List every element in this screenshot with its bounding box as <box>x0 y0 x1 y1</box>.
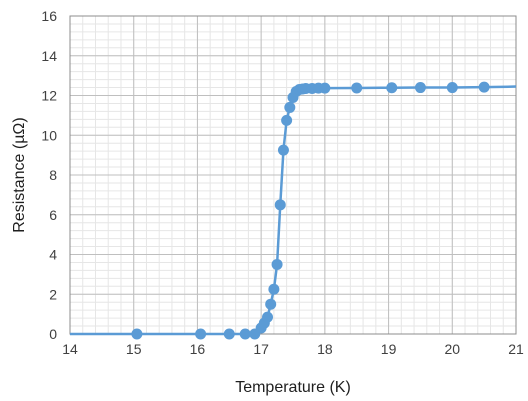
data-point <box>262 311 274 323</box>
y-tick-label: 0 <box>49 326 57 342</box>
data-point <box>131 328 143 340</box>
data-point <box>284 101 296 113</box>
y-tick-label: 2 <box>49 286 57 302</box>
series-points <box>131 81 490 340</box>
data-point <box>274 199 286 211</box>
x-tick-label: 18 <box>317 341 333 357</box>
x-tick-label: 20 <box>444 341 460 357</box>
x-tick-label: 14 <box>62 341 78 357</box>
x-tick-label: 17 <box>253 341 269 357</box>
data-point <box>281 114 293 126</box>
data-point <box>319 82 331 94</box>
data-point <box>195 328 207 340</box>
data-point <box>271 258 283 270</box>
y-tick-label: 6 <box>49 207 57 223</box>
y-axis-tick-labels: 0 2 4 6 8 10 12 14 16 <box>41 8 57 342</box>
data-point <box>414 82 426 94</box>
y-tick-label: 4 <box>49 247 57 263</box>
x-tick-label: 21 <box>508 341 524 357</box>
y-axis-title: Resistance (µΩ) <box>11 117 28 232</box>
x-tick-label: 19 <box>381 341 397 357</box>
series-line <box>70 85 517 336</box>
data-point <box>223 328 235 340</box>
data-point <box>446 82 458 94</box>
x-tick-label: 16 <box>190 341 206 357</box>
data-point <box>386 82 398 94</box>
data-point <box>277 144 289 156</box>
data-point <box>265 298 277 310</box>
y-tick-label: 16 <box>41 8 57 24</box>
y-tick-label: 8 <box>49 167 57 183</box>
data-point <box>478 81 490 93</box>
data-point <box>351 82 363 94</box>
x-axis-tick-labels: 14 15 16 17 18 19 20 21 <box>62 341 524 357</box>
data-point <box>268 283 280 295</box>
x-axis-title: Temperature (K) <box>235 379 351 396</box>
x-tick-label: 15 <box>126 341 142 357</box>
plot-area-border <box>69 15 517 335</box>
data-point <box>239 328 251 340</box>
y-tick-label: 12 <box>41 88 57 104</box>
y-tick-label: 14 <box>41 48 57 64</box>
y-tick-label: 10 <box>41 127 57 143</box>
